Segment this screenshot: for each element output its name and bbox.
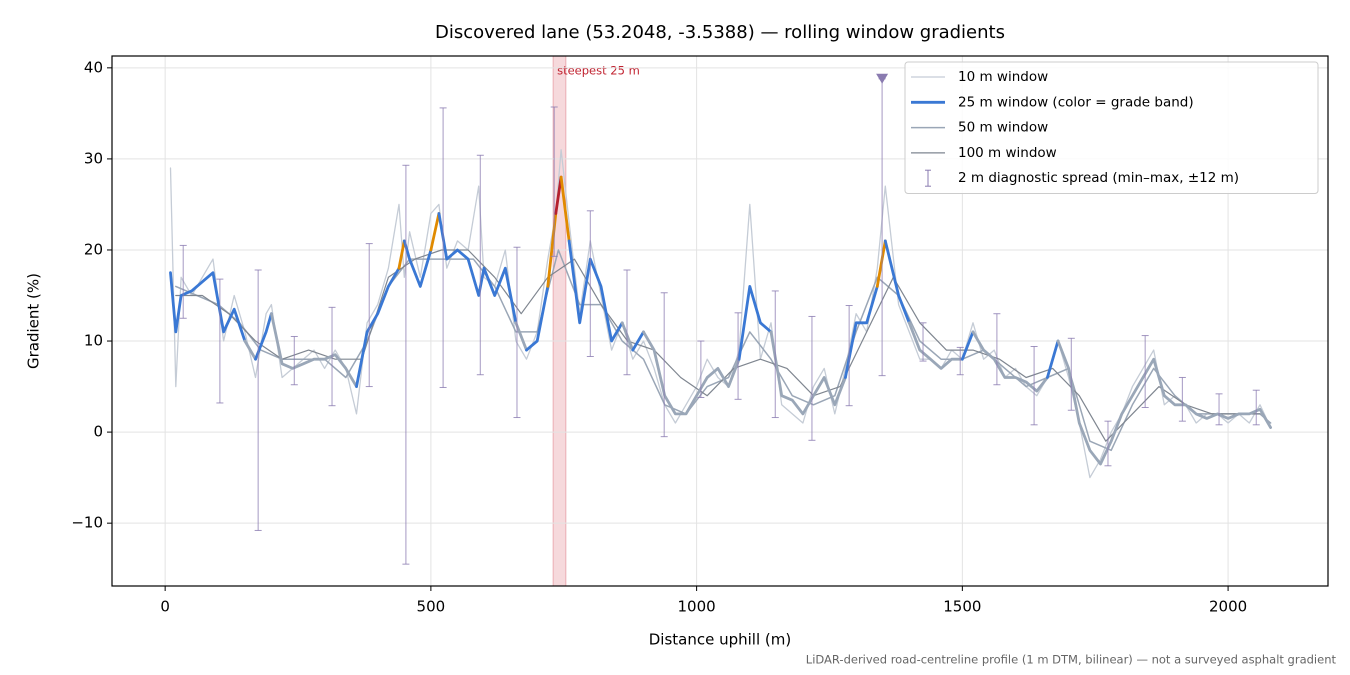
legend: 10 m window 25 m window (color = grade ba… <box>904 61 1319 194</box>
footnote: LiDAR-derived road-centreline profile (1… <box>806 653 1337 667</box>
legend-label: 2 m diagnostic spread (min–max, ±12 m) <box>958 170 1239 186</box>
series-line <box>642 330 741 416</box>
series-line <box>883 239 911 325</box>
legend-label: 50 m window <box>958 120 1048 136</box>
series-line <box>1046 339 1060 379</box>
series-line <box>514 321 528 352</box>
series-line <box>169 271 247 343</box>
series-line <box>525 285 550 352</box>
series-line <box>554 175 563 215</box>
series-line <box>737 285 773 361</box>
series-line <box>844 285 879 379</box>
series-line <box>437 212 518 325</box>
series-line <box>567 239 624 343</box>
series-line <box>559 175 571 243</box>
series-line <box>907 321 964 370</box>
series-line <box>429 212 441 252</box>
highlight-band <box>552 55 567 587</box>
highlight-label: steepest 25 m <box>557 64 640 78</box>
series-line <box>631 330 645 352</box>
series-line <box>1056 339 1272 466</box>
series-line <box>254 312 273 361</box>
legend-label: 10 m window <box>958 69 1048 85</box>
legend-box <box>904 61 1319 194</box>
legend-label: 25 m window (color = grade band) <box>958 94 1194 110</box>
series-line <box>769 330 847 416</box>
series-line <box>270 312 358 388</box>
series-line <box>971 330 1049 393</box>
x-tick-label: 1000 <box>678 598 716 616</box>
x-tick-label: 0 <box>160 598 170 616</box>
series-line <box>175 249 1272 452</box>
series-line <box>175 249 1261 442</box>
y-tick-label: 30 <box>84 149 103 167</box>
series-line <box>243 339 257 361</box>
chart-title: Discovered lane (53.2048, -3.5388) — rol… <box>435 22 1005 43</box>
y-tick-label: 0 <box>93 423 103 441</box>
series-line <box>355 266 401 388</box>
series-layer <box>169 78 1272 565</box>
y-tick-label: 20 <box>84 240 103 258</box>
axes-frame <box>111 55 1329 587</box>
y-tick-label: −10 <box>71 514 103 532</box>
y-axis-label: Gradient (%) <box>25 273 43 369</box>
x-tick-label: 500 <box>417 598 446 616</box>
x-tick-label: 2000 <box>1209 598 1247 616</box>
clip-marker <box>876 73 889 84</box>
series-line <box>875 239 887 288</box>
legend-label: 100 m window <box>958 145 1057 161</box>
x-tick-label: 1500 <box>943 598 981 616</box>
y-tick-label: 40 <box>84 58 103 76</box>
series-line <box>960 330 975 361</box>
y-tick-label: 10 <box>84 332 103 350</box>
plot-area: steepest 25 m <box>112 55 1328 587</box>
series-line <box>402 239 433 288</box>
x-axis-label: Distance uphill (m) <box>649 631 791 649</box>
series-line <box>397 239 406 270</box>
